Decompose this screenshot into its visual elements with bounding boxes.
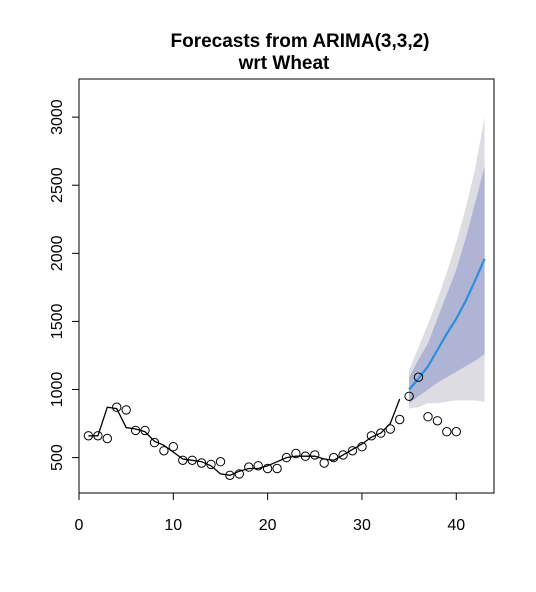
plot-frame (78, 78, 495, 494)
y-tick-label: 2500 (49, 167, 66, 203)
data-point (178, 455, 188, 465)
data-point (130, 425, 141, 436)
data-point (423, 412, 433, 422)
fitted-line (88, 398, 401, 476)
x-tick-label: 20 (259, 517, 277, 534)
data-point (310, 450, 320, 460)
data-point (253, 461, 263, 471)
prediction-bands (409, 117, 485, 409)
data-point (395, 414, 405, 425)
data-point (404, 391, 414, 401)
data-point (206, 459, 216, 470)
data-point (93, 431, 103, 441)
data-point (281, 452, 292, 463)
data-point (112, 402, 122, 412)
data-point (168, 442, 179, 452)
data-points (83, 372, 461, 480)
data-point (442, 427, 452, 437)
data-point (225, 470, 235, 480)
data-point (347, 446, 358, 456)
x-axis: 0 10 20 30 40 (75, 493, 465, 534)
y-tick-label: 500 (49, 444, 66, 471)
data-point (121, 405, 131, 415)
data-point (102, 433, 113, 444)
data-point (432, 416, 443, 426)
data-point (187, 455, 197, 465)
data-point (300, 451, 311, 461)
x-tick-label: 30 (353, 517, 371, 534)
data-point (215, 457, 226, 467)
chart-subtitle: wrt Wheat (238, 53, 330, 74)
y-tick-label: 1000 (49, 372, 66, 408)
data-point (149, 437, 160, 448)
x-tick-label: 40 (447, 517, 465, 534)
chart-title: Forecasts from ARIMA(3,3,2) (170, 31, 429, 52)
data-point (413, 372, 424, 382)
data-point (272, 463, 282, 474)
data-point (357, 442, 367, 452)
data-point (329, 452, 339, 463)
y-tick-label: 3000 (49, 99, 66, 135)
data-point (376, 428, 386, 438)
data-point (234, 469, 245, 479)
data-point (140, 425, 150, 436)
y-tick-label: 1500 (49, 304, 66, 340)
data-point (244, 462, 254, 472)
x-tick-label: 0 (75, 517, 84, 534)
band-80-interval (409, 166, 485, 404)
data-point (196, 458, 207, 468)
data-point (159, 446, 169, 456)
data-point (338, 450, 348, 460)
y-axis: 500 1000 1500 2000 2500 3000 (49, 99, 79, 471)
data-point (366, 431, 377, 441)
data-point (291, 448, 301, 459)
data-point (262, 463, 273, 474)
data-point (319, 458, 329, 468)
data-point (451, 427, 461, 437)
data-point (385, 424, 395, 434)
x-tick-label: 10 (164, 517, 182, 534)
data-point (83, 431, 94, 441)
y-tick-label: 2000 (49, 235, 66, 271)
